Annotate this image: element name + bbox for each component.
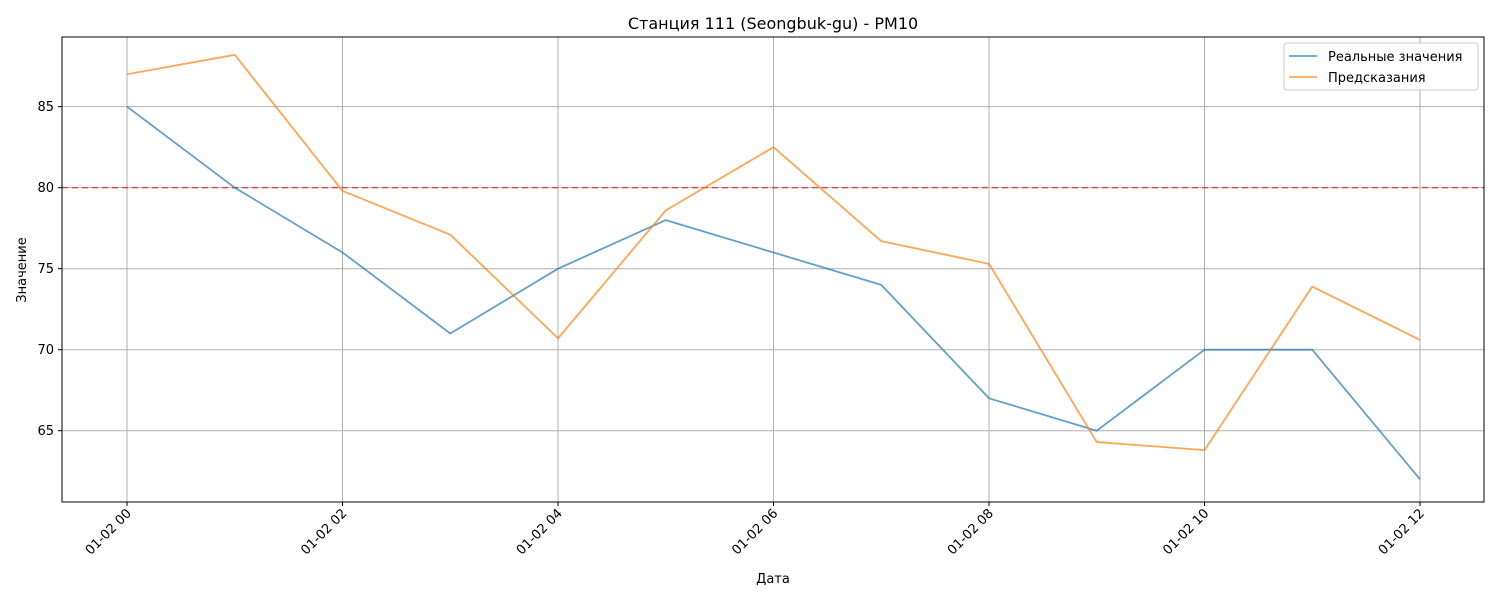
ticks: 01-02 00 01-02 02 01-02 04 01-02 06 01-02 08… bbox=[37, 100, 1427, 558]
x-tick-label: 01-02 02 bbox=[298, 506, 350, 558]
series-line-1 bbox=[126, 105, 1421, 480]
x-tick-label: 01-02 12 bbox=[1376, 506, 1428, 558]
legend: Реальные значения Предсказания bbox=[1283, 42, 1479, 91]
y-tick-label: 80 bbox=[37, 181, 54, 196]
x-tick-label: 01-02 06 bbox=[729, 506, 781, 558]
x-tick-label: 01-02 08 bbox=[945, 506, 997, 558]
legend-box bbox=[1283, 42, 1479, 91]
y-tick-label: 70 bbox=[37, 343, 54, 358]
series-line-2 bbox=[126, 53, 1421, 452]
x-tick-label: 01-02 10 bbox=[1160, 506, 1212, 558]
legend-label-2: Предсказания bbox=[1328, 71, 1426, 86]
series-group bbox=[126, 53, 1421, 480]
x-tick-label: 01-02 00 bbox=[83, 506, 135, 558]
x-tick-label: 01-02 04 bbox=[514, 506, 566, 558]
y-tick-label: 65 bbox=[37, 424, 54, 439]
legend-label-1: Реальные значения bbox=[1328, 50, 1463, 65]
y-tick-label: 85 bbox=[37, 100, 54, 115]
chart-title: Станция 111 (Seongbuk-gu) - PM10 bbox=[628, 14, 918, 33]
y-tick-label: 75 bbox=[37, 262, 54, 277]
y-axis-title: Значение bbox=[15, 237, 30, 302]
x-axis-title: Дата bbox=[756, 572, 790, 587]
